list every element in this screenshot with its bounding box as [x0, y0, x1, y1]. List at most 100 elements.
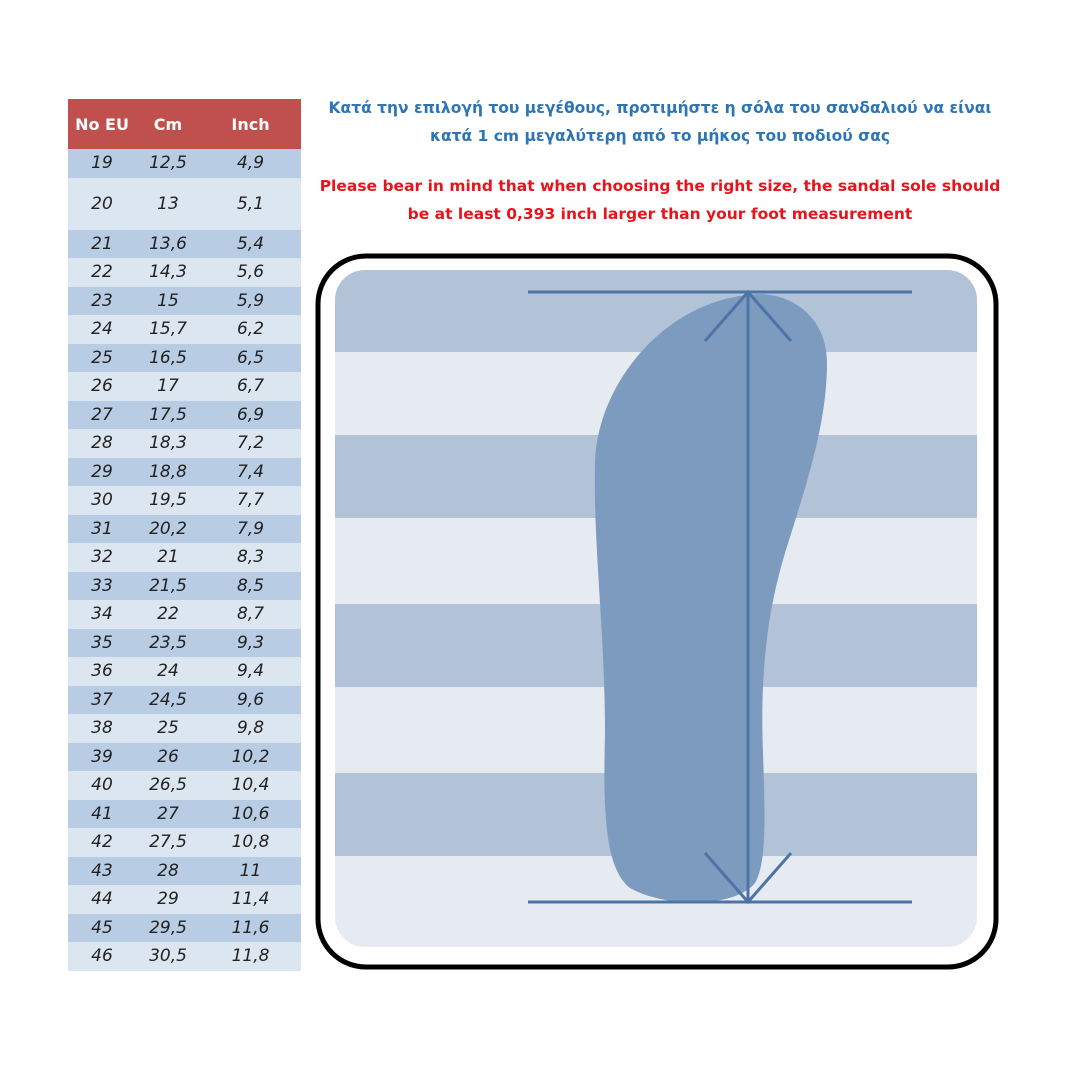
table-row: 41 27 10,6: [68, 799, 301, 828]
eu-size-cell: 41: [68, 799, 136, 828]
table-row: 31 20,2 7,9: [68, 514, 301, 543]
eu-size-cell: 27: [68, 400, 136, 429]
cm-value-cell: 17: [136, 372, 200, 401]
eu-size-cell: 43: [68, 856, 136, 885]
eu-size-cell: 40: [68, 771, 136, 800]
header-cm: Cm: [136, 99, 200, 149]
inch-value-cell: 8,7: [200, 600, 301, 629]
eu-size-cell: 29: [68, 457, 136, 486]
inch-value-cell: 7,7: [200, 486, 301, 515]
table-row: 23 15 5,9: [68, 286, 301, 315]
eu-size-cell: 28: [68, 429, 136, 458]
inch-value-cell: 6,5: [200, 343, 301, 372]
table-row: 34 22 8,7: [68, 600, 301, 629]
table-row: 38 25 9,8: [68, 714, 301, 743]
inch-value-cell: 11: [200, 856, 301, 885]
cm-value-cell: 26,5: [136, 771, 200, 800]
inch-value-cell: 11,6: [200, 913, 301, 942]
table-row: 46 30,5 11,8: [68, 942, 301, 971]
cm-value-cell: 27: [136, 799, 200, 828]
cm-value-cell: 14,3: [136, 258, 200, 287]
table-row: 35 23,5 9,3: [68, 628, 301, 657]
table-header-row: No EU Cm Inch: [68, 99, 301, 149]
inch-value-cell: 9,3: [200, 628, 301, 657]
eu-size-cell: 24: [68, 315, 136, 344]
length-arrow: [528, 289, 912, 905]
table-row: 40 26,5 10,4: [68, 771, 301, 800]
cm-value-cell: 21,5: [136, 571, 200, 600]
inch-value-cell: 10,6: [200, 799, 301, 828]
inch-value-cell: 9,6: [200, 685, 301, 714]
table-row: 39 26 10,2: [68, 742, 301, 771]
cm-value-cell: 24: [136, 657, 200, 686]
cm-value-cell: 15: [136, 286, 200, 315]
cm-value-cell: 12,5: [136, 149, 200, 178]
eu-size-cell: 46: [68, 942, 136, 971]
table-row: 24 15,7 6,2: [68, 315, 301, 344]
inch-value-cell: 8,5: [200, 571, 301, 600]
eu-size-cell: 35: [68, 628, 136, 657]
table-row: 29 18,8 7,4: [68, 457, 301, 486]
english-note-line-2: be at least 0,393 inch larger than your …: [407, 205, 913, 223]
cm-value-cell: 13: [136, 177, 200, 230]
inch-value-cell: 7,2: [200, 429, 301, 458]
eu-size-cell: 20: [68, 177, 136, 230]
cm-value-cell: 17,5: [136, 400, 200, 429]
inch-value-cell: 11,8: [200, 942, 301, 971]
eu-size-cell: 21: [68, 229, 136, 258]
inch-value-cell: 9,4: [200, 657, 301, 686]
eu-size-cell: 39: [68, 742, 136, 771]
eu-size-cell: 26: [68, 372, 136, 401]
table-row: 36 24 9,4: [68, 657, 301, 686]
english-size-note: Please bear in mind that when choosing t…: [305, 172, 1015, 228]
inch-value-cell: 10,4: [200, 771, 301, 800]
table-row: 27 17,5 6,9: [68, 400, 301, 429]
eu-size-cell: 45: [68, 913, 136, 942]
cm-value-cell: 18,8: [136, 457, 200, 486]
header-no-eu: No EU: [68, 99, 136, 149]
table-row: 21 13,6 5,4: [68, 229, 301, 258]
table-row: 30 19,5 7,7: [68, 486, 301, 515]
table-row: 32 21 8,3: [68, 543, 301, 572]
eu-size-cell: 33: [68, 571, 136, 600]
cm-value-cell: 28: [136, 856, 200, 885]
table-row: 37 24,5 9,6: [68, 685, 301, 714]
inch-value-cell: 5,1: [200, 177, 301, 230]
inch-value-cell: 10,2: [200, 742, 301, 771]
inch-value-cell: 6,9: [200, 400, 301, 429]
table-row: 20 13 5,1: [68, 177, 301, 230]
greek-note-line-1: Κατά την επιλογή του μεγέθους, προτιμήστ…: [328, 99, 992, 117]
cm-value-cell: 15,7: [136, 315, 200, 344]
inch-value-cell: 10,8: [200, 828, 301, 857]
eu-size-cell: 23: [68, 286, 136, 315]
inch-value-cell: 5,4: [200, 229, 301, 258]
table-row: 26 17 6,7: [68, 372, 301, 401]
eu-size-cell: 36: [68, 657, 136, 686]
eu-size-cell: 31: [68, 514, 136, 543]
cm-value-cell: 29: [136, 885, 200, 914]
greek-note-line-2: κατά 1 cm μεγαλύτερη από το μήκος του πο…: [429, 127, 891, 145]
eu-size-cell: 44: [68, 885, 136, 914]
eu-size-cell: 19: [68, 149, 136, 178]
eu-size-cell: 34: [68, 600, 136, 629]
table-row: 22 14,3 5,6: [68, 258, 301, 287]
eu-size-cell: 38: [68, 714, 136, 743]
eu-size-cell: 25: [68, 343, 136, 372]
inch-value-cell: 9,8: [200, 714, 301, 743]
cm-value-cell: 26: [136, 742, 200, 771]
eu-size-cell: 32: [68, 543, 136, 572]
header-inch: Inch: [200, 99, 301, 149]
eu-size-cell: 30: [68, 486, 136, 515]
inch-value-cell: 7,9: [200, 514, 301, 543]
inch-value-cell: 4,9: [200, 149, 301, 178]
inch-value-cell: 5,9: [200, 286, 301, 315]
inch-value-cell: 6,2: [200, 315, 301, 344]
eu-size-cell: 37: [68, 685, 136, 714]
table-row: 43 28 11: [68, 856, 301, 885]
english-note-line-1: Please bear in mind that when choosing t…: [319, 177, 1001, 195]
cm-value-cell: 20,2: [136, 514, 200, 543]
inch-value-cell: 7,4: [200, 457, 301, 486]
eu-size-cell: 22: [68, 258, 136, 287]
cm-value-cell: 16,5: [136, 343, 200, 372]
cm-value-cell: 30,5: [136, 942, 200, 971]
